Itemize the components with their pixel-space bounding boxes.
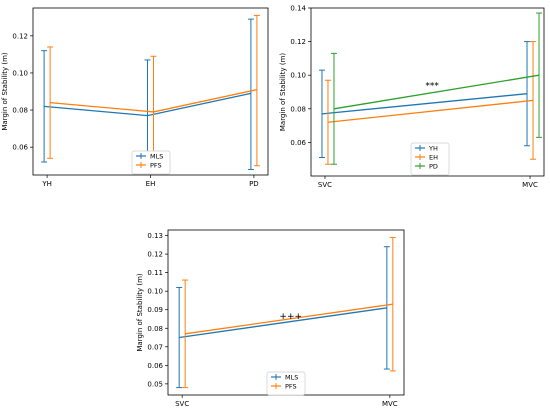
legend-item-pfs: PFS: [271, 383, 297, 391]
y-tick-label: 0.12: [12, 32, 28, 40]
y-tick-label: 0.07: [147, 343, 163, 351]
y-axis-label: Margin of Stability (m): [279, 53, 287, 132]
legend-item-eh: EH: [415, 154, 438, 162]
error-bar-mls: [41, 50, 48, 163]
error-bar-pfs: [253, 14, 260, 167]
x-tick-label: MVC: [522, 181, 538, 189]
legend-item-mls: MLS: [271, 374, 298, 382]
legend-item-pfs: PFS: [136, 162, 162, 170]
error-bar-pfs: [182, 279, 189, 389]
series-line-eh: [327, 99, 534, 123]
y-tick-label: 0.12: [290, 38, 306, 46]
error-bar-eh: [530, 41, 537, 160]
y-tick-label: 0.10: [12, 69, 28, 77]
y-axis-label: Margin of Stability (m): [1, 52, 9, 131]
y-tick-label: 0.08: [290, 105, 306, 113]
x-tick-label: SVC: [318, 181, 332, 189]
error-bar-yh: [318, 69, 325, 159]
error-bar-mls: [176, 286, 183, 389]
legend-item-pd: PD: [415, 163, 438, 171]
significance-annotation: ***: [425, 82, 439, 92]
chart-panel-1: 0.06 0.08 0.10 0.12 YH EH PD Margin of Stabilit…: [1, 7, 269, 188]
legend-label: PFS: [285, 383, 297, 391]
legend-label: YH: [428, 145, 438, 153]
y-tick-label: 0.08: [147, 325, 163, 333]
y-tick-label: 0.05: [147, 380, 163, 388]
significance-annotation: +++: [279, 312, 302, 322]
y-tick-label: 0.06: [12, 144, 28, 152]
legend-label: MLS: [150, 153, 163, 161]
error-bar-pfs: [389, 236, 396, 372]
legend-label: PD: [429, 163, 438, 171]
y-tick-label: 0.06: [290, 139, 306, 147]
legend-label: PFS: [150, 162, 162, 170]
x-tick-label: YH: [41, 180, 52, 188]
error-bar-pfs: [47, 46, 54, 159]
y-tick-label: 0.10: [147, 288, 163, 296]
y-tick-label: 0.10: [290, 72, 306, 80]
legend-label: EH: [429, 154, 438, 162]
error-bar-mls: [383, 246, 390, 370]
error-bar-yh: [524, 41, 531, 147]
series-line-yh: [321, 93, 528, 115]
y-tick-label: 0.13: [147, 232, 163, 240]
plot-frame: [310, 7, 545, 177]
x-tick-label: PD: [249, 180, 259, 188]
legend-item-yh: YH: [415, 145, 438, 153]
legend-label: MLS: [285, 374, 298, 382]
y-tick-label: 0.08: [12, 107, 28, 115]
y-tick-label: 0.11: [147, 269, 163, 277]
x-tick-label: MVC: [382, 400, 398, 408]
series-line-pd: [333, 74, 540, 110]
series-line-mls: [179, 307, 387, 339]
error-bar-pd: [536, 12, 543, 138]
x-tick-label: SVC: [175, 400, 189, 408]
y-tick-label: 0.12: [147, 251, 163, 259]
plot-frame: [32, 7, 269, 176]
y-tick-label: 0.06: [147, 362, 163, 370]
y-tick-label: 0.14: [290, 5, 306, 13]
legend-item-mls: MLS: [136, 153, 163, 161]
y-axis-label: Margin of Stability (m): [136, 273, 144, 352]
x-tick-label: EH: [146, 180, 156, 188]
series-line-pfs: [185, 303, 393, 335]
chart-panel-2: 0.06 0.08 0.10 0.12 0.14 SVC MVC Margin of Stab…: [279, 5, 545, 189]
y-tick-label: 0.09: [147, 306, 163, 314]
chart-panel-3: 0.05 0.06 0.07 0.08 0.09 0.10 0.11 0.12 0.13 SVC M…: [136, 229, 405, 408]
error-bar-pd: [330, 52, 337, 165]
error-bar-eh: [324, 79, 331, 165]
error-bar-mls: [247, 18, 254, 170]
